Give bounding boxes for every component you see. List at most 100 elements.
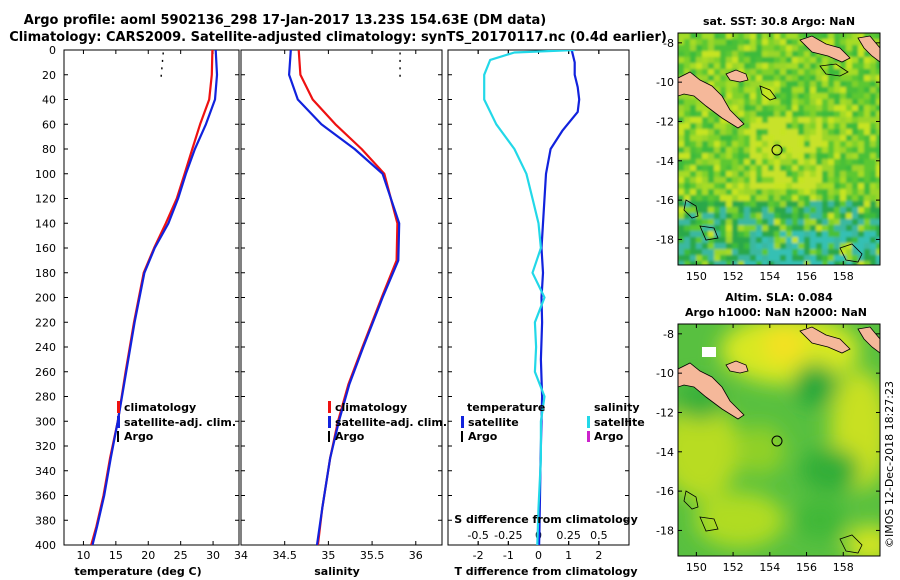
sst-pixel [708, 213, 714, 219]
sst-pixel [768, 255, 774, 261]
sst-pixel [768, 69, 774, 75]
sst-pixel [846, 255, 852, 261]
sst-pixel [696, 33, 702, 39]
sst-pixel [810, 201, 816, 207]
sst-pixel [858, 231, 864, 237]
sst-pixel [798, 57, 804, 63]
sst-pixel [780, 171, 786, 177]
x-tick-label: -0.5 [467, 529, 488, 542]
legend-swatch-argo [117, 431, 119, 442]
sst-pixel [846, 261, 852, 265]
sst-pixel [804, 93, 810, 99]
sst-pixel [762, 159, 768, 165]
sst-pixel [702, 153, 708, 159]
sst-pixel [732, 99, 738, 105]
sst-pixel [816, 225, 822, 231]
sst-pixel [678, 135, 684, 141]
sst-pixel [840, 195, 846, 201]
sst-pixel [828, 231, 834, 237]
sst-pixel [774, 63, 780, 69]
sst-pixel [804, 183, 810, 189]
sst-pixel [768, 183, 774, 189]
sst-pixel [798, 129, 804, 135]
sst-pixel [816, 87, 822, 93]
sst-pixel [816, 237, 822, 243]
sst-pixel [780, 249, 786, 255]
sst-pixel [864, 213, 870, 219]
sst-pixel [744, 243, 750, 249]
sst-pixel [690, 105, 696, 111]
sst-pixel [696, 105, 702, 111]
sst-pixel [702, 33, 708, 39]
sst-pixel [726, 171, 732, 177]
sst-pixel [768, 237, 774, 243]
sst-pixel [744, 189, 750, 195]
sst-pixel [858, 165, 864, 171]
sst-pixel [864, 63, 870, 69]
sst-pixel [678, 213, 684, 219]
sst-pixel [678, 93, 684, 99]
sst-pixel [738, 213, 744, 219]
depth-tick-label: 120 [35, 193, 56, 206]
sst-pixel [732, 93, 738, 99]
sst-pixel [870, 195, 876, 201]
sst-pixel [750, 207, 756, 213]
sst-pixel [720, 255, 726, 261]
sst-pixel [876, 159, 880, 165]
sst-pixel [708, 243, 714, 249]
sst-pixel [840, 81, 846, 87]
sst-pixel [792, 207, 798, 213]
sst-pixel [864, 51, 870, 57]
sst-pixel [696, 129, 702, 135]
island-bougainville [678, 71, 745, 129]
sst-pixel [696, 159, 702, 165]
map-lon-label: 158 [833, 270, 854, 283]
sst-pixel [834, 177, 840, 183]
sst-pixel [858, 183, 864, 189]
sst-pixel [738, 147, 744, 153]
sst-pixel [870, 243, 876, 249]
sst-pixel [858, 225, 864, 231]
sst-pixel [690, 45, 696, 51]
sst-pixel [708, 159, 714, 165]
sst-pixel [774, 249, 780, 255]
sst-pixel [726, 99, 732, 105]
sst-pixel [786, 165, 792, 171]
sst-pixel [744, 33, 750, 39]
sst-pixel [684, 255, 690, 261]
sst-pixel [828, 177, 834, 183]
sst-pixel [750, 141, 756, 147]
sst-pixel [834, 255, 840, 261]
sst-pixel [678, 147, 684, 153]
sst-pixel [852, 39, 858, 45]
sst-pixel [756, 135, 762, 141]
sst-pixel [816, 75, 822, 81]
island-new-ireland [799, 326, 851, 354]
sst-pixel [726, 237, 732, 243]
sst-pixel [702, 225, 708, 231]
sst-pixel [858, 159, 864, 165]
x-tick-label: 10 [76, 549, 90, 562]
depth-tick-label: 80 [42, 143, 56, 156]
difference-series [483, 50, 581, 545]
sst-pixel [708, 255, 714, 261]
sst-pixel [750, 45, 756, 51]
sst-pixel [762, 57, 768, 63]
sst-pixel [750, 159, 756, 165]
sst-pixel [762, 45, 768, 51]
sst-pixel [846, 201, 852, 207]
salinity-axis-label: salinity [314, 565, 360, 578]
sst-pixel [756, 33, 762, 39]
sst-pixel [684, 153, 690, 159]
sst-pixel [756, 231, 762, 237]
sst-pixel [792, 135, 798, 141]
sst-pixel [696, 99, 702, 105]
sst-pixel [732, 189, 738, 195]
sst-pixel [852, 183, 858, 189]
sst-pixel [750, 147, 756, 153]
sst-pixel [738, 105, 744, 111]
sst-pixel [732, 207, 738, 213]
sst-pixel [786, 219, 792, 225]
sst-pixel [876, 99, 880, 105]
sst-pixel [684, 135, 690, 141]
